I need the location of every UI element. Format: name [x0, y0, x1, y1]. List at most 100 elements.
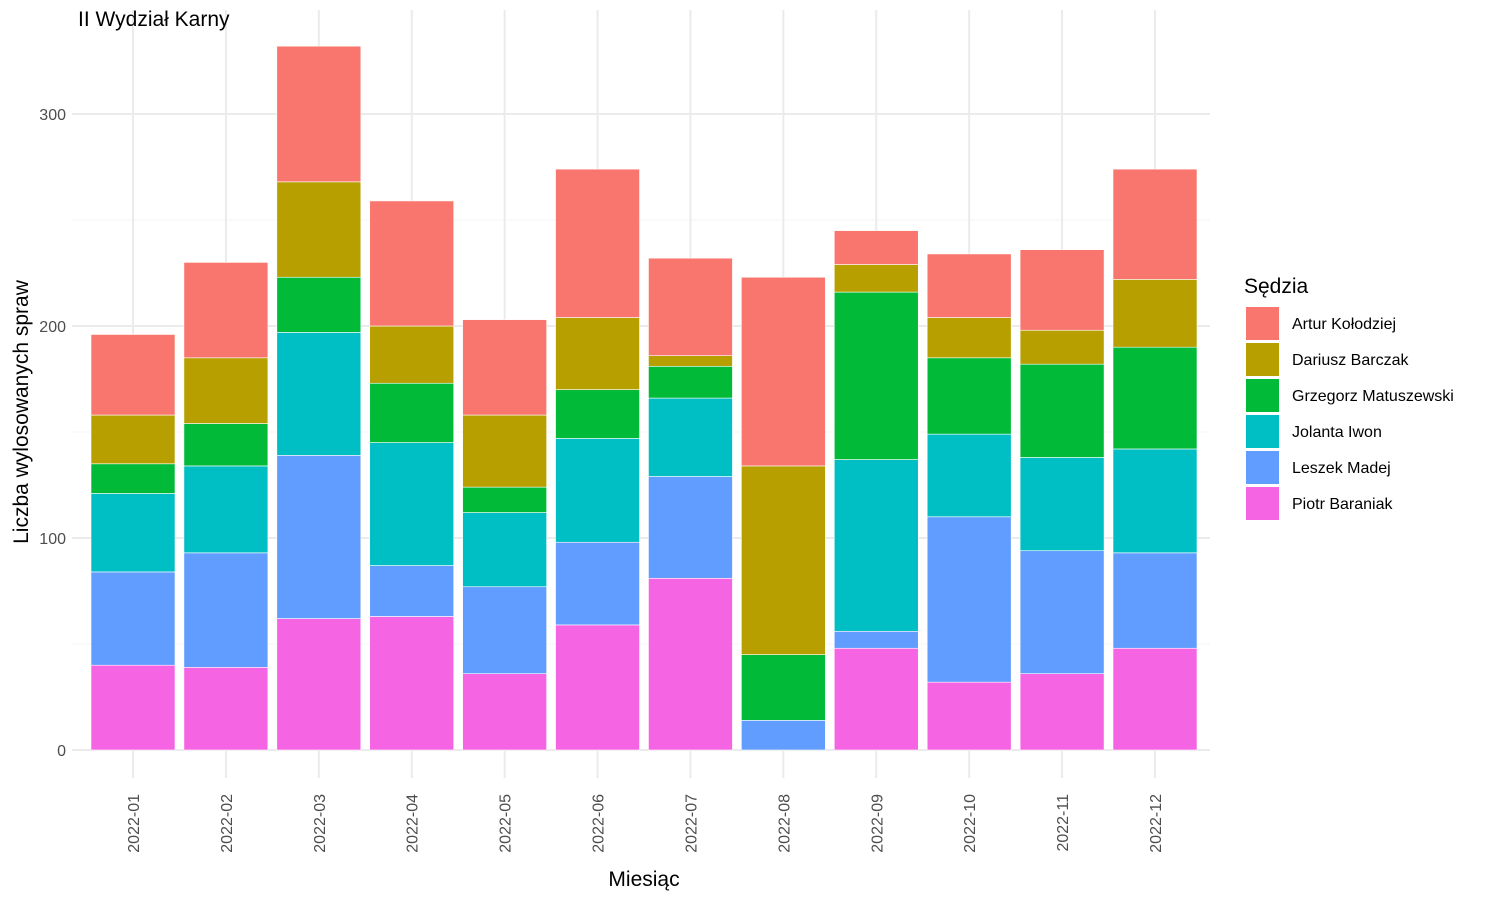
legend-key: [1246, 415, 1279, 448]
bar-segment: [833, 264, 919, 293]
bar-segment: [1112, 552, 1198, 649]
bar-segment: [183, 552, 269, 668]
bar-segment: [1019, 363, 1105, 458]
bar-segment: [276, 45, 362, 183]
y-axis-title: Liczba wylosowanych spraw: [10, 279, 33, 544]
legend-key: [1246, 307, 1279, 340]
x-axis-ticks: 2022-01 2022-02 2022-03 2022-04 2022-05 2022-…: [126, 794, 1165, 853]
x-tick-label: 2022-09: [869, 794, 886, 853]
bar-segment: [741, 465, 826, 655]
bar-segment: [1112, 168, 1198, 280]
bar-segment: [1019, 550, 1105, 674]
bar-segment: [741, 654, 826, 721]
bar-segment: [183, 423, 269, 467]
legend-label: Jolanta Iwon: [1292, 424, 1382, 441]
bar-segment: [1019, 249, 1105, 331]
bars: [90, 45, 1198, 751]
bar-segment: [926, 516, 1012, 683]
x-tick-label: 2022-07: [683, 794, 700, 853]
bar-segment: [926, 357, 1012, 435]
bar-segment: [183, 465, 269, 554]
bar-segment: [369, 442, 455, 566]
bar-segment: [462, 414, 547, 488]
bar-segment: [369, 565, 455, 617]
legend-key: [1246, 451, 1279, 484]
bar-segment: [555, 317, 640, 390]
bar-segment: [462, 512, 547, 588]
x-tick-label: 2022-11: [1055, 794, 1072, 852]
bar-segment: [833, 230, 919, 265]
bar-segment: [369, 200, 455, 327]
bar-segment: [276, 332, 362, 456]
x-tick-label: 2022-10: [962, 794, 979, 853]
bar-segment: [462, 319, 547, 416]
y-tick-label: 0: [57, 743, 66, 760]
bar-segment: [183, 357, 269, 424]
bar-segment: [648, 397, 733, 477]
bar-segment: [741, 720, 826, 751]
bar-segment: [462, 486, 547, 513]
bar-segment: [1019, 673, 1105, 751]
bar-segment: [276, 455, 362, 619]
bar-segment: [1112, 647, 1198, 751]
bar-segment: [648, 577, 733, 751]
bar-segment: [369, 325, 455, 384]
bar-segment: [741, 276, 826, 467]
bar-segment: [90, 493, 176, 573]
bar-segment: [833, 647, 919, 751]
bar-segment: [90, 334, 176, 416]
bar-segment: [90, 664, 176, 751]
bar-segment: [1112, 346, 1198, 450]
bar-segment: [555, 438, 640, 543]
bar-segment: [369, 616, 455, 751]
y-tick-label: 100: [39, 531, 66, 548]
chart-title: II Wydział Karny: [78, 8, 230, 31]
bar-segment: [926, 433, 1012, 518]
y-axis-ticks: 0 100 200 300: [39, 107, 66, 760]
bar-segment: [90, 463, 176, 494]
bar-segment: [833, 291, 919, 460]
legend-key: [1246, 379, 1279, 412]
bar-segment: [90, 414, 176, 465]
bar-segment: [648, 257, 733, 356]
bar-segment: [555, 168, 640, 318]
bar-segment: [648, 365, 733, 399]
legend-key: [1246, 487, 1279, 520]
bar-segment: [648, 355, 733, 367]
bar-segment: [926, 681, 1012, 751]
bar-segment: [276, 181, 362, 278]
x-tick-label: 2022-01: [126, 794, 143, 853]
bar-segment: [555, 541, 640, 626]
legend-title: Sędzia: [1244, 275, 1309, 298]
x-tick-label: 2022-03: [312, 794, 329, 853]
bar-segment: [1019, 329, 1105, 365]
legend: Sędzia Artur Kołodziej Dariusz Barczak Grz…: [1244, 275, 1454, 520]
y-tick-label: 300: [39, 107, 66, 124]
bar-segment: [555, 624, 640, 751]
legend-label: Artur Kołodziej: [1292, 316, 1396, 333]
bar-segment: [1112, 279, 1198, 348]
bar-segment: [462, 586, 547, 674]
bar-segment: [369, 382, 455, 443]
x-tick-label: 2022-08: [776, 794, 793, 853]
x-tick-label: 2022-05: [498, 794, 515, 853]
bar-segment: [276, 618, 362, 751]
legend-label: Leszek Madej: [1292, 460, 1391, 477]
legend-label: Grzegorz Matuszewski: [1292, 388, 1454, 405]
x-tick-label: 2022-06: [591, 794, 608, 853]
bar-segment: [183, 262, 269, 359]
bar-segment: [555, 389, 640, 439]
bar-segment: [926, 317, 1012, 359]
x-tick-label: 2022-02: [219, 794, 236, 853]
bar-segment: [1019, 457, 1105, 552]
x-tick-label: 2022-12: [1148, 794, 1165, 853]
bar-segment: [90, 571, 176, 666]
legend-key: [1246, 343, 1279, 376]
legend-label: Piotr Baraniak: [1292, 496, 1393, 513]
x-tick-label: 2022-04: [405, 794, 422, 853]
x-axis-title: Miesiąc: [608, 868, 679, 891]
legend-label: Dariusz Barczak: [1292, 352, 1409, 369]
y-tick-label: 200: [39, 319, 66, 336]
bar-segment: [462, 673, 547, 751]
